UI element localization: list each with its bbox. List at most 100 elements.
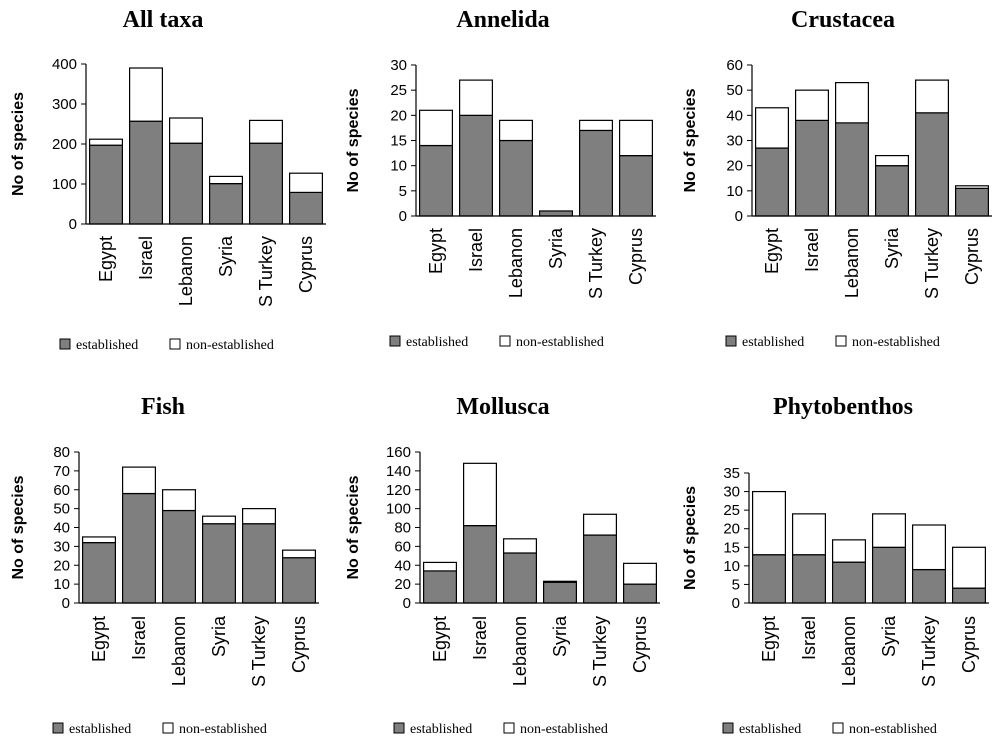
bar-non-established — [503, 538, 538, 554]
chart-title: Mollusca — [456, 394, 549, 420]
y-tick-label: 25 — [723, 502, 740, 519]
y-tick-label: 70 — [53, 463, 70, 480]
bar-established — [169, 142, 204, 225]
chart-panel-2: Crustacea No of species 0 10 20 30 40 50 60 Egypt… — [682, 7, 992, 350]
x-category-label: Syria — [879, 615, 899, 657]
y-tick-label: 5 — [732, 576, 740, 593]
x-category-label: Syria — [882, 227, 902, 269]
bar-non-established — [499, 119, 534, 142]
x-category-label: Lebanon — [510, 616, 530, 686]
legend-label-non-established: non-established — [516, 335, 604, 350]
bar-non-established — [463, 462, 498, 527]
y-tick-label: 200 — [52, 136, 77, 153]
y-tick-label: 0 — [399, 208, 407, 225]
bar-non-established — [871, 513, 906, 548]
y-axis-label: No of species — [682, 486, 699, 590]
y-tick-label: 20 — [723, 521, 740, 538]
bar-established — [129, 120, 164, 225]
y-tick-label: 10 — [53, 576, 70, 593]
y-tick-label: 140 — [386, 463, 411, 480]
y-tick-label: 5 — [399, 183, 407, 200]
bar-non-established — [81, 536, 116, 544]
legend-swatch-established — [389, 335, 401, 347]
y-tick-label: 100 — [386, 501, 411, 518]
x-category-label: S Turkey — [590, 616, 610, 687]
bar-non-established — [754, 107, 789, 149]
x-category-label: Egypt — [89, 616, 109, 662]
legend-label-established: established — [76, 338, 138, 353]
bar-non-established — [622, 562, 657, 585]
chart-title: All taxa — [123, 7, 204, 33]
legend-label-established: established — [739, 722, 801, 737]
x-category-label: Lebanon — [839, 616, 859, 686]
legend-label-established: established — [69, 722, 131, 737]
bar-established — [423, 570, 458, 604]
x-category-label: Lebanon — [169, 616, 189, 686]
y-tick-label: 100 — [52, 176, 77, 193]
y-tick-label: 15 — [390, 133, 407, 150]
legend: established non-established — [52, 722, 267, 737]
y-tick-label: 20 — [726, 158, 743, 175]
legend-swatch-established — [52, 722, 64, 734]
legend-swatch-established — [725, 335, 737, 347]
x-category-label: Egypt — [430, 616, 450, 662]
chart-panel-1: Annelida No of species 0 5 10 15 20 25 30 Egypt Is… — [345, 7, 656, 350]
x-category-label: S Turkey — [922, 228, 942, 299]
bar-established — [88, 144, 123, 225]
bar-established — [209, 183, 244, 225]
bar-established — [463, 525, 498, 604]
legend-swatch-established — [393, 722, 405, 734]
x-category-label: S Turkey — [586, 228, 606, 299]
y-axis-label: No of species — [345, 475, 362, 579]
legend: established non-established — [59, 338, 274, 353]
x-category-label: Syria — [216, 235, 236, 277]
legend: established non-established — [725, 335, 940, 350]
legend-label-established: established — [742, 335, 804, 350]
bar-established — [81, 541, 116, 604]
y-tick-label: 300 — [52, 96, 77, 113]
x-category-label: Israel — [136, 236, 156, 280]
bar-non-established — [911, 524, 946, 571]
bar-established — [503, 552, 538, 604]
y-tick-label: 50 — [726, 82, 743, 99]
y-tick-label: 80 — [53, 444, 70, 461]
y-tick-label: 30 — [390, 57, 407, 74]
x-category-label: Israel — [129, 616, 149, 660]
bar-established — [121, 492, 156, 604]
bar-non-established — [249, 119, 284, 144]
chart-title: Crustacea — [791, 7, 895, 33]
legend-swatch-non-established — [162, 722, 174, 734]
bar-non-established — [618, 119, 653, 157]
y-tick-label: 30 — [723, 484, 740, 501]
chart-title: Annelida — [456, 7, 549, 33]
y-tick-label: 400 — [52, 56, 77, 73]
x-category-label: Cyprus — [296, 236, 316, 293]
bar-non-established — [459, 79, 494, 116]
y-tick-label: 20 — [390, 107, 407, 124]
bar-non-established — [169, 117, 204, 144]
x-category-label: Israel — [470, 616, 490, 660]
bar-established — [249, 142, 284, 225]
x-category-label: Cyprus — [626, 228, 646, 285]
x-category-label: Cyprus — [289, 616, 309, 673]
x-category-label: Lebanon — [176, 236, 196, 306]
x-category-label: Lebanon — [506, 228, 526, 298]
y-axis-label: No of species — [682, 88, 699, 192]
y-tick-label: 50 — [53, 501, 70, 518]
chart-panel-0: All taxa No of species 0 100 200 300 400 Egypt I… — [10, 7, 326, 353]
bar-non-established — [874, 155, 909, 167]
x-category-label: S Turkey — [919, 616, 939, 687]
bar-non-established — [751, 490, 786, 556]
legend: established non-established — [722, 722, 937, 737]
bar-non-established — [129, 67, 164, 122]
x-category-label: Egypt — [762, 228, 782, 274]
bar-established — [954, 187, 989, 217]
y-axis-label: No of species — [345, 88, 362, 192]
bar-established — [618, 155, 653, 217]
bar-non-established — [914, 79, 949, 114]
bar-established — [499, 139, 534, 217]
bar-established — [791, 554, 826, 604]
y-tick-label: 10 — [723, 558, 740, 575]
